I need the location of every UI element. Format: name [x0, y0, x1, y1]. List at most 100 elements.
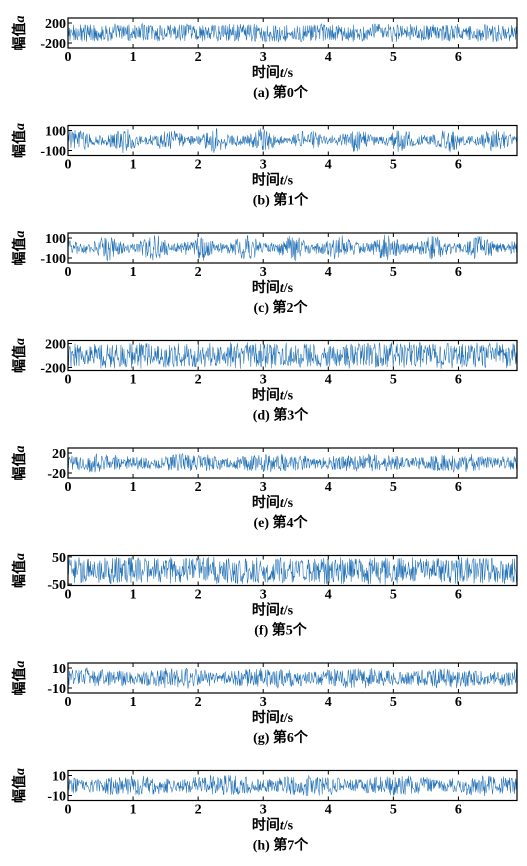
x-tick-label: 4 [325, 695, 332, 710]
x-tick-label: 6 [455, 588, 462, 603]
y-axis-label: 幅值a [11, 446, 28, 481]
y-tick-label: -20 [47, 467, 66, 482]
y-tick-label: -200 [40, 362, 66, 377]
x-tick-label: 4 [325, 50, 332, 65]
panel-caption: (g) 第6个 [253, 729, 309, 746]
x-axis-label: 时间t/s [252, 817, 294, 834]
plot-frame [67, 339, 518, 372]
signal-trace [67, 341, 518, 369]
x-tick-label: 5 [390, 480, 397, 495]
x-tick-label: 0 [65, 803, 72, 818]
plot-frame [67, 17, 518, 49]
x-tick-label: 1 [130, 265, 137, 280]
panel-4: 0 1 2 3 4 5 6 20 -20 幅值a 时间t/s (e) 第4个 [11, 446, 518, 531]
x-tick-label: 3 [260, 695, 267, 710]
x-tick-label: 4 [325, 480, 332, 495]
y-tick-label: -10 [47, 790, 66, 805]
x-tick-label: 5 [390, 373, 397, 388]
x-tick-label: 2 [195, 803, 202, 818]
y-axis-label: 幅值a [11, 661, 28, 696]
x-tick-label: 1 [130, 695, 137, 710]
signal-trace [67, 775, 518, 797]
x-tick-label: 0 [65, 588, 72, 603]
y-axis-label: 幅值a [11, 768, 28, 803]
x-tick-label: 0 [65, 373, 72, 388]
x-axis-label: 时间t/s [252, 387, 294, 404]
x-axis-label: 时间t/s [252, 602, 294, 619]
x-tick-label: 3 [260, 265, 267, 280]
x-tick-label: 3 [260, 588, 267, 603]
x-tick-label: 0 [65, 695, 72, 710]
signal-trace [67, 22, 518, 43]
y-tick-label: -10 [47, 682, 66, 697]
panel-5: 0 1 2 3 4 5 6 50 -50 幅值a 时间t/s (f) 第5个 [11, 551, 518, 639]
panel-caption: (a) 第0个 [253, 84, 309, 101]
x-tick-label: 2 [195, 373, 202, 388]
y-tick-label: 10 [52, 770, 66, 785]
x-tick-label: 6 [455, 265, 462, 280]
x-tick-label: 3 [260, 50, 267, 65]
signal-trace [67, 667, 518, 689]
x-tick-label: 2 [195, 588, 202, 603]
y-axis-label: 幅值a [11, 338, 28, 373]
x-axis-label: 时间t/s [252, 64, 294, 81]
x-tick-label: 1 [130, 50, 137, 65]
x-tick-label: 1 [130, 158, 137, 173]
signal-trace [67, 234, 518, 262]
x-tick-label: 4 [325, 265, 332, 280]
x-tick-label: 1 [130, 373, 137, 388]
x-tick-label: 2 [195, 158, 202, 173]
x-tick-label: 6 [455, 803, 462, 818]
x-tick-label: 3 [260, 373, 267, 388]
plot-frame [67, 232, 518, 264]
y-tick-label: 100 [45, 125, 66, 140]
panel-1: 0 1 2 3 4 5 6 100 -100 幅值a 时间t/s (b) 第1个 [11, 123, 518, 209]
x-tick-label: 0 [65, 480, 72, 495]
y-tick-label: -100 [40, 252, 66, 267]
panel-2: 0 1 2 3 4 5 6 100 -100 幅值a 时间t/s (c) 第2个 [11, 231, 518, 316]
y-axis-label: 幅值a [11, 123, 28, 158]
panel-7: 0 1 2 3 4 5 6 10 -10 幅值a 时间t/s (h) 第7个 [11, 768, 518, 854]
y-tick-label: 100 [45, 232, 66, 247]
y-axis-label: 幅值a [11, 553, 28, 588]
signal-trace [67, 453, 518, 473]
panel-caption: (f) 第5个 [254, 622, 307, 639]
panel-6: 0 1 2 3 4 5 6 10 -10 幅值a 时间t/s (g) 第6个 [11, 661, 518, 746]
y-tick-label: 200 [45, 17, 66, 32]
x-tick-label: 5 [390, 50, 397, 65]
y-tick-label: -100 [40, 145, 66, 160]
x-tick-label: 6 [455, 158, 462, 173]
signal-trace [67, 128, 518, 154]
x-tick-label: 5 [390, 265, 397, 280]
panel-0: 0 1 2 3 4 5 6 200 -200 幅值a 时间t/s (a) 第0个 [11, 16, 518, 101]
x-tick-label: 2 [195, 695, 202, 710]
panel-caption: (d) 第3个 [253, 407, 310, 424]
y-tick-label: -50 [47, 578, 66, 593]
x-axis-label: 时间t/s [252, 172, 294, 189]
plot-frame [67, 124, 518, 157]
x-tick-label: 1 [130, 803, 137, 818]
y-tick-label: 20 [52, 447, 66, 462]
plot-frame [67, 662, 518, 694]
x-axis-label: 时间t/s [252, 279, 294, 296]
panel-3: 0 1 2 3 4 5 6 200 -200 幅值a 时间t/s (d) 第3个 [11, 338, 518, 424]
y-tick-label: 200 [45, 338, 66, 353]
x-tick-label: 1 [130, 480, 137, 495]
y-tick-label: 50 [52, 551, 66, 566]
x-tick-label: 4 [325, 373, 332, 388]
x-tick-label: 1 [130, 588, 137, 603]
y-tick-label: -200 [40, 37, 66, 52]
signal-trace [67, 556, 518, 585]
y-tick-label: 10 [52, 662, 66, 677]
x-tick-label: 4 [325, 158, 332, 173]
x-tick-label: 6 [455, 480, 462, 495]
x-tick-label: 3 [260, 803, 267, 818]
x-tick-label: 0 [65, 50, 72, 65]
x-tick-label: 6 [455, 50, 462, 65]
x-tick-label: 3 [260, 158, 267, 173]
plot-frame [67, 769, 518, 802]
panel-caption: (b) 第1个 [253, 192, 310, 209]
x-tick-label: 5 [390, 695, 397, 710]
x-tick-label: 4 [325, 803, 332, 818]
